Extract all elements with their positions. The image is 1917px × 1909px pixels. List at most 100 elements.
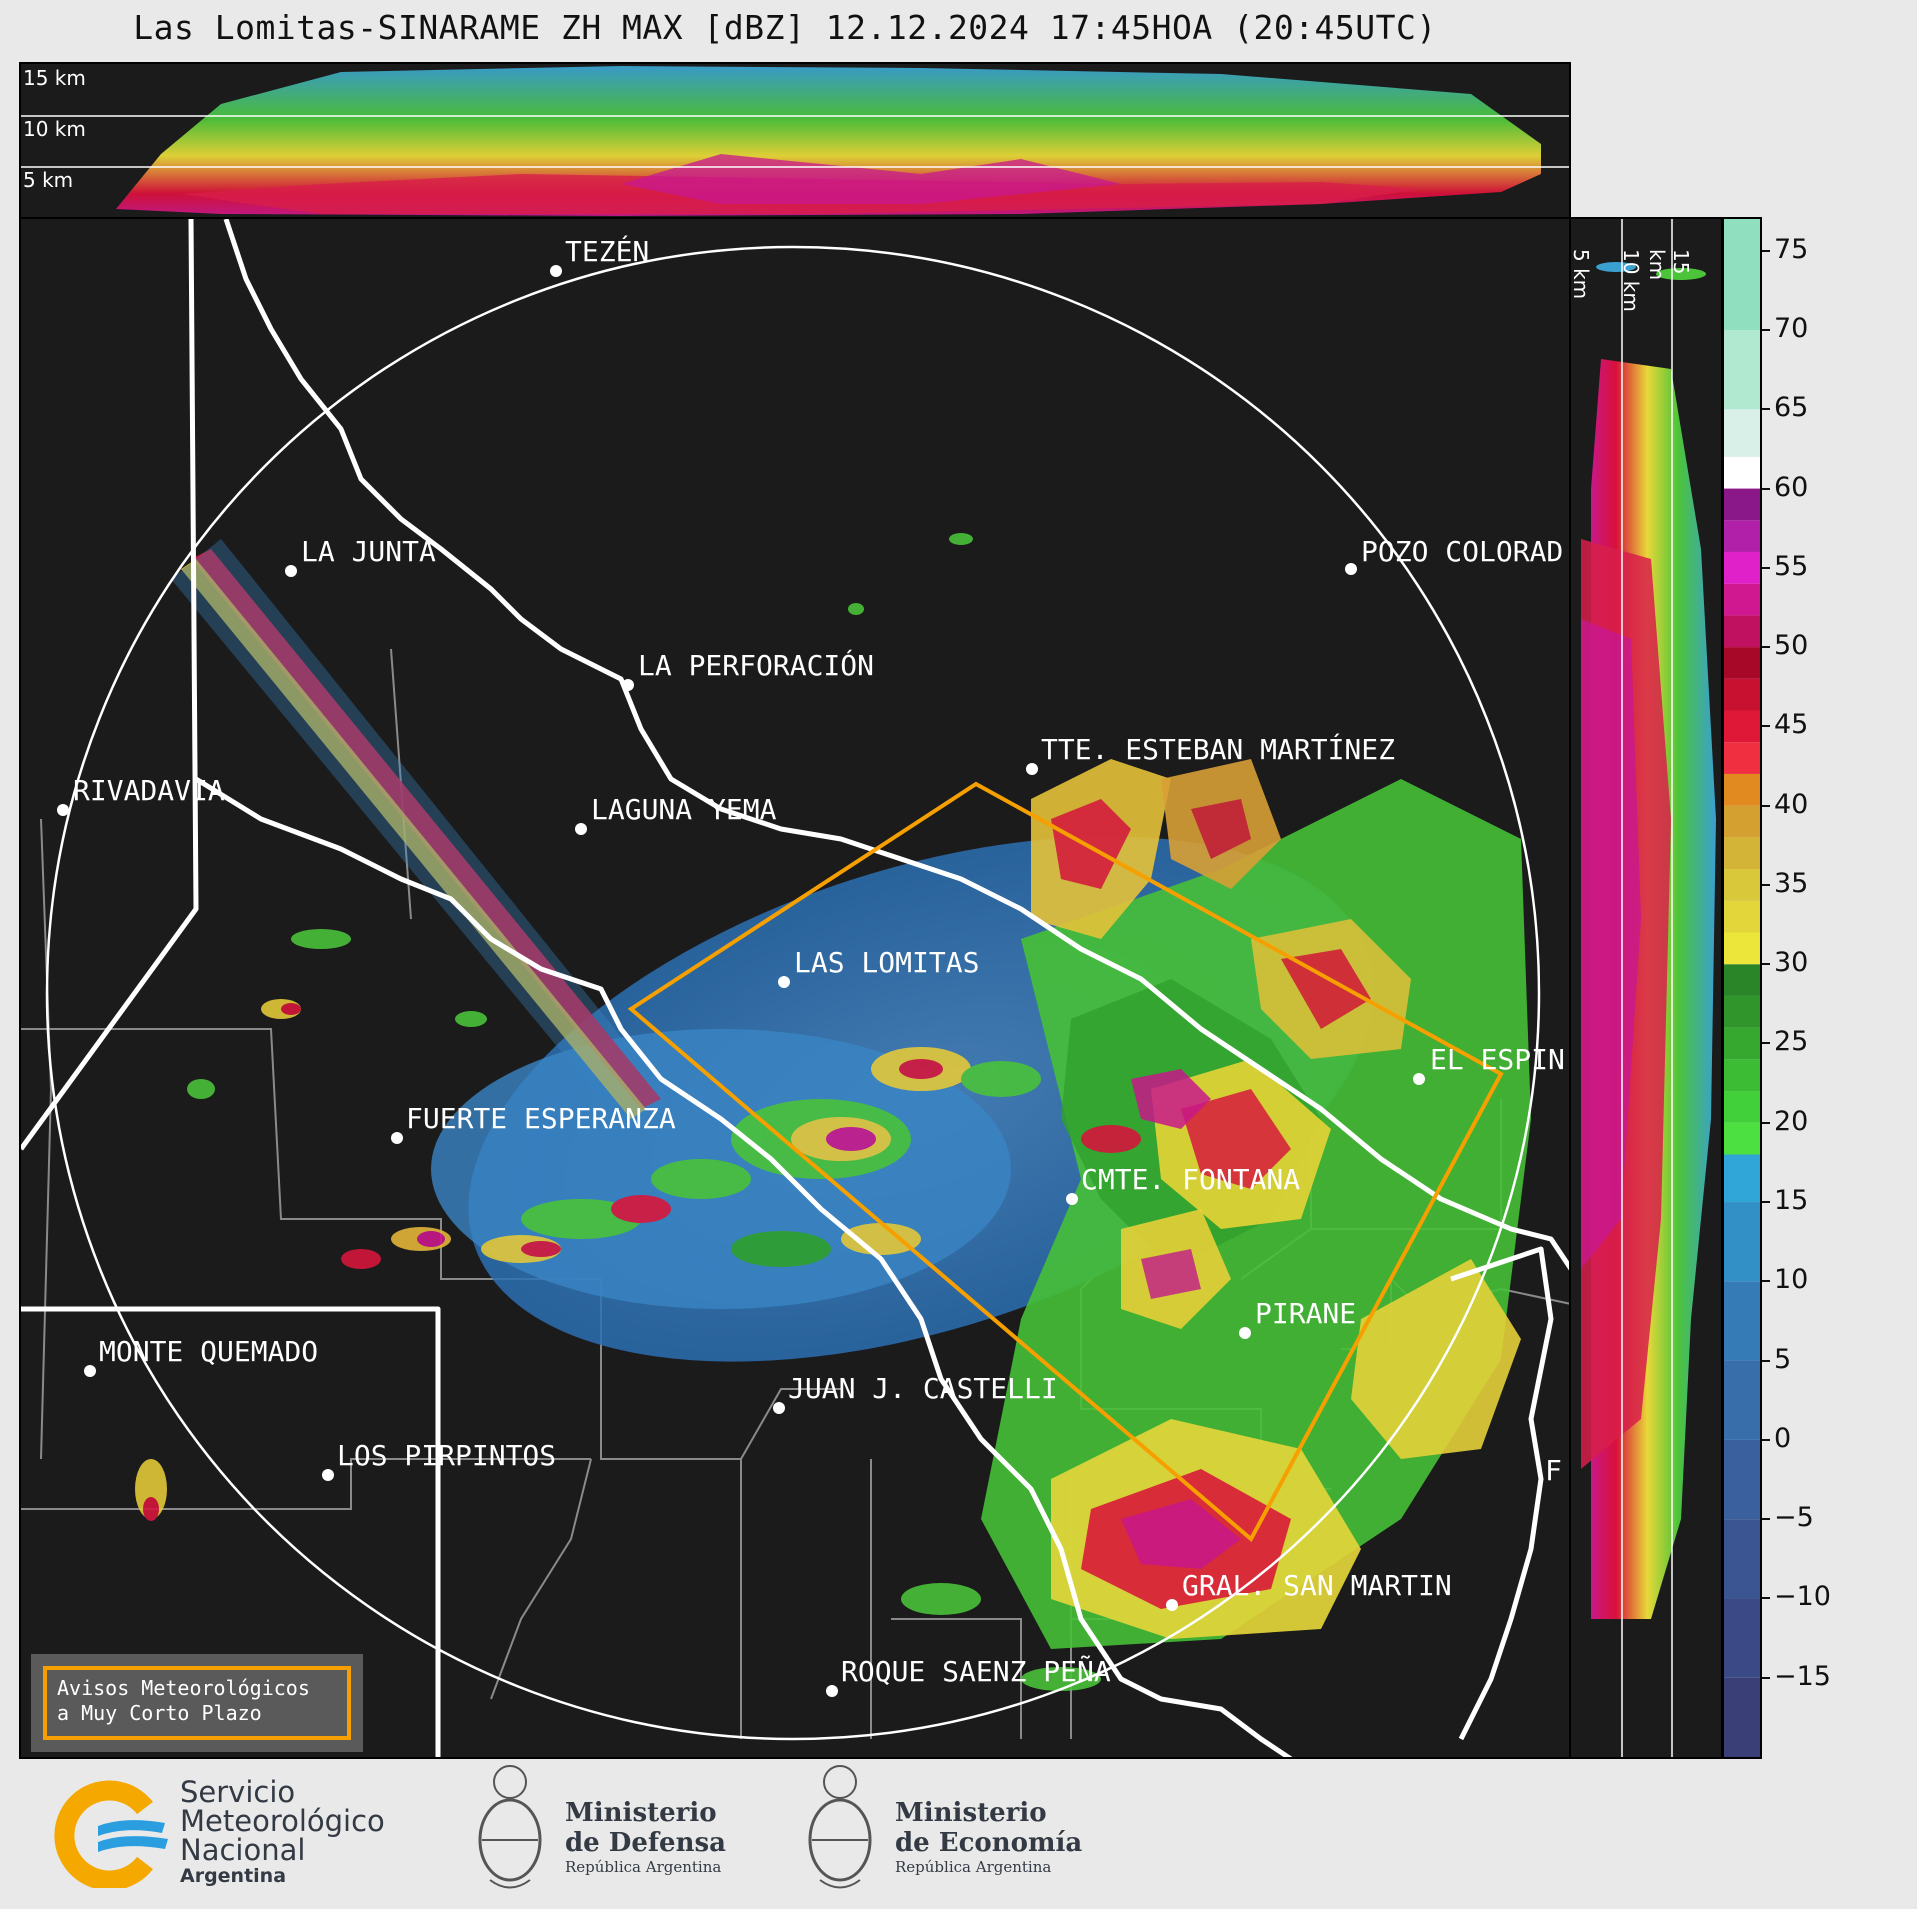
colorbar-tick-mark <box>1762 408 1770 411</box>
economia-line-1: Ministerio <box>895 1798 1047 1828</box>
colorbar-tick-label: −5 <box>1774 1502 1814 1534</box>
laguna-yema-dot <box>575 823 587 835</box>
smn-line-1: Servicio <box>180 1775 296 1809</box>
colorbar-band <box>1724 1281 1760 1361</box>
tte-esteban-martinez-dot <box>1026 763 1038 775</box>
defensa-shield-icon <box>478 1765 542 1889</box>
aviso-box: Avisos Meteorológicos a Muy Corto Plazo <box>31 1654 363 1752</box>
colorbar-band <box>1724 1519 1760 1599</box>
smn-logo: Servicio Meteorológico Nacional Argentin… <box>50 1778 410 1888</box>
colorbar-band <box>1724 551 1760 584</box>
colorbar-tick-label: 45 <box>1774 709 1809 741</box>
la-junta-dot <box>285 565 297 577</box>
aviso-line-1: Avisos Meteorológicos <box>57 1676 310 1700</box>
economia-line-3: República Argentina <box>895 1858 1052 1876</box>
top-label-10km: 10 km <box>23 117 86 141</box>
gral-san-martin-dot <box>1166 1599 1178 1611</box>
colorbar-tick-label: 65 <box>1774 392 1809 424</box>
colorbar-tick-label: 55 <box>1774 550 1809 582</box>
smn-line-3: Nacional <box>180 1833 306 1867</box>
economia-shield-icon <box>808 1765 872 1889</box>
colorbar-band <box>1724 488 1760 521</box>
colorbar-tick-label: 20 <box>1774 1105 1809 1137</box>
defensa-line-1: Ministerio <box>565 1798 717 1828</box>
colorbar-band <box>1724 409 1760 457</box>
colorbar-band <box>1724 1059 1760 1092</box>
colorbar-band <box>1724 837 1760 870</box>
colorbar-tick-label: −15 <box>1774 1660 1831 1692</box>
colorbar-tick-label: 0 <box>1774 1422 1792 1454</box>
colorbar-band <box>1724 678 1760 711</box>
place-el-espin: EL ESPIN <box>1430 1043 1565 1076</box>
colorbar-tick-mark <box>1762 566 1770 569</box>
colorbar-tick-label: 50 <box>1774 630 1809 662</box>
juan-j-castelli-dot <box>773 1402 785 1414</box>
place-roque-saenz-pena: ROQUE SAENZ PEÑA <box>841 1655 1111 1688</box>
colorbar-tick-label: 60 <box>1774 471 1809 503</box>
las-lomitas-dot <box>778 976 790 988</box>
defensa-logo: Ministerio de Defensa República Argentin… <box>470 1760 750 1900</box>
monte-quemado-dot <box>84 1365 96 1377</box>
colorbar-band <box>1724 583 1760 616</box>
place-cmte-fontana: CMTE. FONTANA <box>1081 1163 1301 1196</box>
colorbar-tick-label: 70 <box>1774 312 1809 344</box>
colorbar-band <box>1724 1122 1760 1155</box>
cmte-fontana-dot <box>1066 1193 1078 1205</box>
colorbar-tick-mark <box>1762 804 1770 807</box>
los-pirpintos-dot <box>322 1469 334 1481</box>
place-pirane: PIRANE <box>1255 1297 1357 1330</box>
la-perforacion-dot <box>622 679 634 691</box>
colorbar-band <box>1724 1677 1760 1757</box>
place-los-pirpintos: LOS PIRPINTOS <box>337 1439 557 1472</box>
place-tezen: TEZÉN <box>565 235 650 268</box>
economia-logo: Ministerio de Economía República Argenti… <box>800 1760 1100 1900</box>
colorbar-tick-label: 25 <box>1774 1026 1809 1058</box>
colorbar-band <box>1724 219 1760 330</box>
colorbar-band <box>1724 329 1760 410</box>
side-label-10km: 10 km <box>1619 249 1643 312</box>
colorbar-band <box>1724 773 1760 806</box>
place-pozo-colorado: POZO COLORAD <box>1361 535 1564 568</box>
el-espin-dot <box>1413 1073 1425 1085</box>
colorbar-band <box>1724 805 1760 838</box>
colorbar-band <box>1724 710 1760 743</box>
colorbar-tick-mark <box>1762 1121 1770 1124</box>
colorbar-tick-mark <box>1762 1280 1770 1283</box>
place-rivadavia: RIVADAVIA <box>73 774 225 807</box>
pozo-colorado-dot <box>1345 563 1357 575</box>
colorbar-tick-mark <box>1762 646 1770 649</box>
top-profile-echoes <box>21 66 1569 216</box>
place-la-junta: LA JUNTA <box>301 535 436 568</box>
colorbar-tick-label: −10 <box>1774 1581 1831 1613</box>
tezen-dot <box>550 265 562 277</box>
place-juan-j-castelli: JUAN J. CASTELLI <box>788 1372 1058 1405</box>
colorbar-tick-label: 15 <box>1774 1185 1809 1217</box>
colorbar-tick-mark <box>1762 883 1770 886</box>
place-las-lomitas: LAS LOMITAS <box>794 946 980 979</box>
fuerte-esperanza-dot <box>391 1132 403 1144</box>
colorbar-band <box>1724 1360 1760 1440</box>
economia-line-2: de Economía <box>895 1828 1083 1858</box>
pirane-dot <box>1239 1327 1251 1339</box>
smn-logo-icon <box>54 1780 168 1888</box>
place-la-perforacion: LA PERFORACIÓN <box>638 649 875 682</box>
colorbar-band <box>1724 647 1760 679</box>
roque-saenz-pena-dot <box>826 1685 838 1697</box>
dbz-colorbar <box>1722 217 1762 1759</box>
side-profile-echoes <box>1581 219 1716 1757</box>
side-height-profile: 5 km 10 km 15 km <box>1569 217 1723 1759</box>
colorbar-tick-mark <box>1762 963 1770 966</box>
place-fuerte-esperanza: FUERTE ESPERANZA <box>406 1102 676 1135</box>
place-f-edge: F <box>1545 1454 1562 1487</box>
colorbar-tick-mark <box>1762 725 1770 728</box>
colorbar-tick-mark <box>1762 1359 1770 1362</box>
place-laguna-yema: LAGUNA YEMA <box>591 793 777 826</box>
place-monte-quemado: MONTE QUEMADO <box>99 1335 319 1368</box>
colorbar-band <box>1724 1598 1760 1678</box>
defensa-line-3: República Argentina <box>565 1858 722 1876</box>
colorbar-band <box>1724 995 1760 1028</box>
top-label-5km: 5 km <box>23 168 74 192</box>
colorbar-tick-mark <box>1762 1518 1770 1521</box>
colorbar-band <box>1724 932 1760 965</box>
aviso-line-2: a Muy Corto Plazo <box>57 1701 262 1725</box>
